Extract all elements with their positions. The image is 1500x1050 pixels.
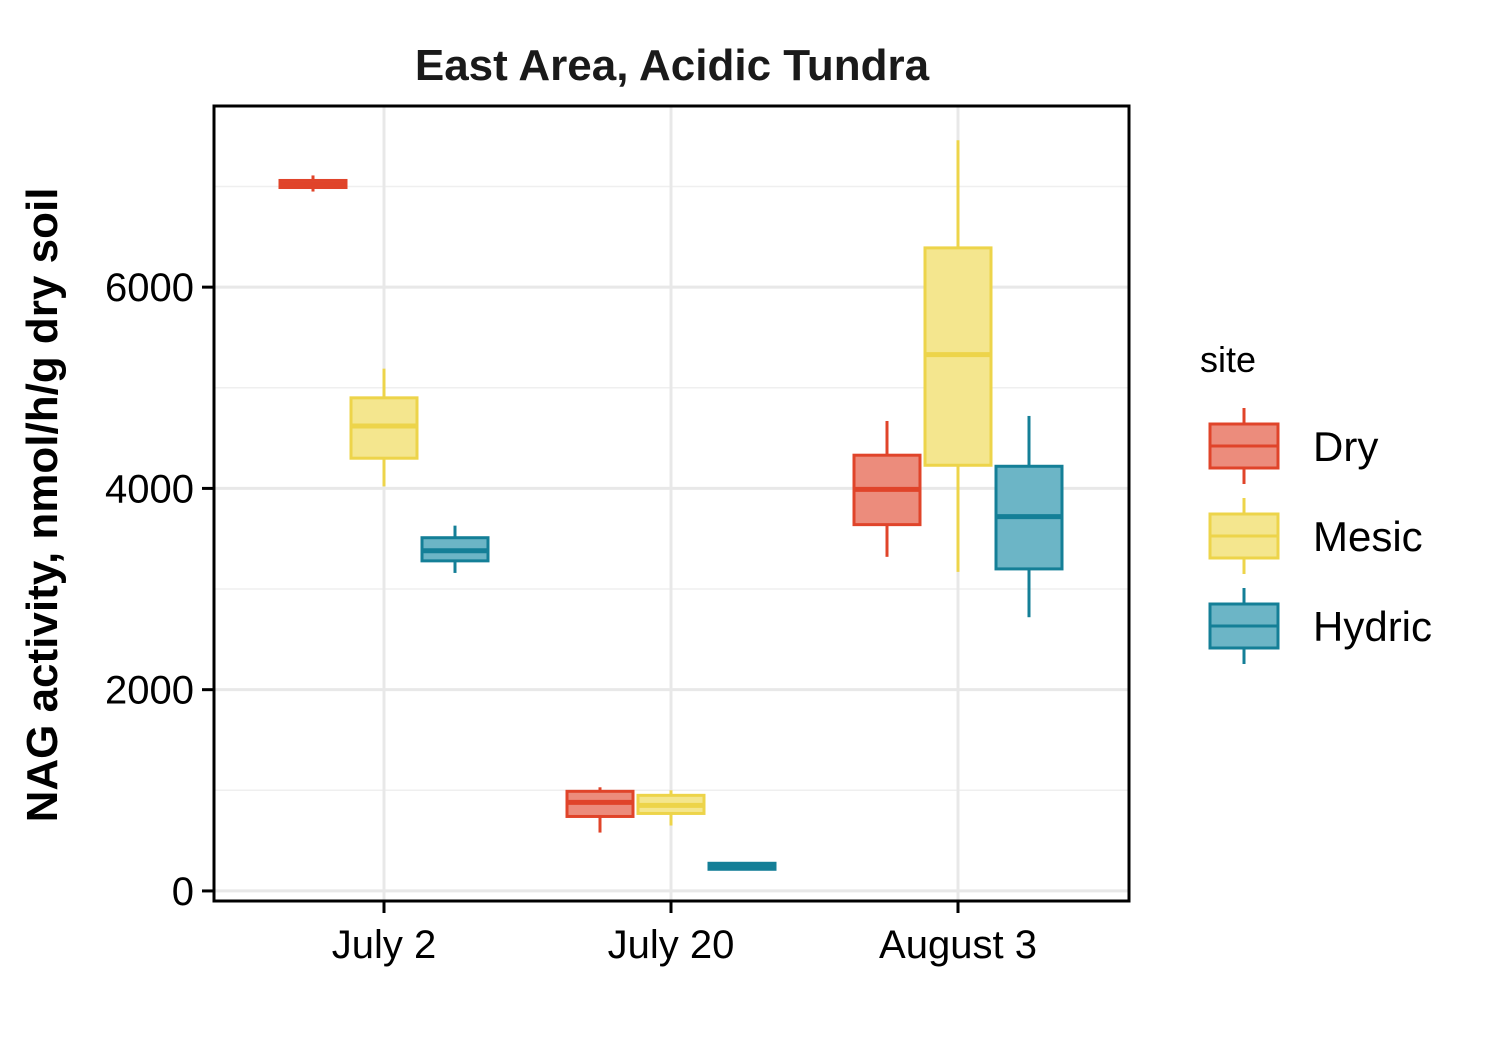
legend-label: Mesic	[1313, 513, 1423, 560]
legend-title: site	[1200, 339, 1256, 380]
x-tick-label: July 20	[608, 923, 735, 967]
legend-label: Dry	[1313, 423, 1378, 470]
chart-title: East Area, Acidic Tundra	[415, 41, 930, 90]
y-tick-label: 2000	[105, 669, 194, 713]
box-dry-1	[565, 787, 635, 833]
box-mesic-2	[923, 140, 993, 572]
box-series	[278, 140, 1064, 871]
box-mesic-0	[349, 368, 419, 487]
x-tick-label: August 3	[879, 923, 1037, 967]
box-mesic-1	[636, 790, 706, 826]
legend-item-mesic: Mesic	[1208, 498, 1423, 574]
y-axis-label: NAG activity, nmol/h/g dry soil	[18, 188, 67, 823]
box-dry-2	[852, 420, 922, 557]
legend: site Dry Mesic Hydric	[1200, 339, 1432, 664]
y-tick-label: 4000	[105, 467, 194, 511]
legend-label: Hydric	[1313, 603, 1432, 650]
axes: 0 2000 4000 6000 July 2 July 20 August 3	[105, 266, 1037, 967]
legend-item-dry: Dry	[1208, 408, 1378, 484]
grid-lines	[214, 106, 1129, 901]
box-dry-0	[278, 175, 348, 192]
y-tick-label: 6000	[105, 266, 194, 310]
box-hydric-1	[707, 861, 777, 871]
box-hydric-0	[420, 525, 490, 573]
legend-item-hydric: Hydric	[1208, 588, 1432, 664]
box-hydric-2	[994, 415, 1064, 618]
y-tick-label: 0	[172, 870, 194, 914]
x-tick-label: July 2	[332, 923, 437, 967]
